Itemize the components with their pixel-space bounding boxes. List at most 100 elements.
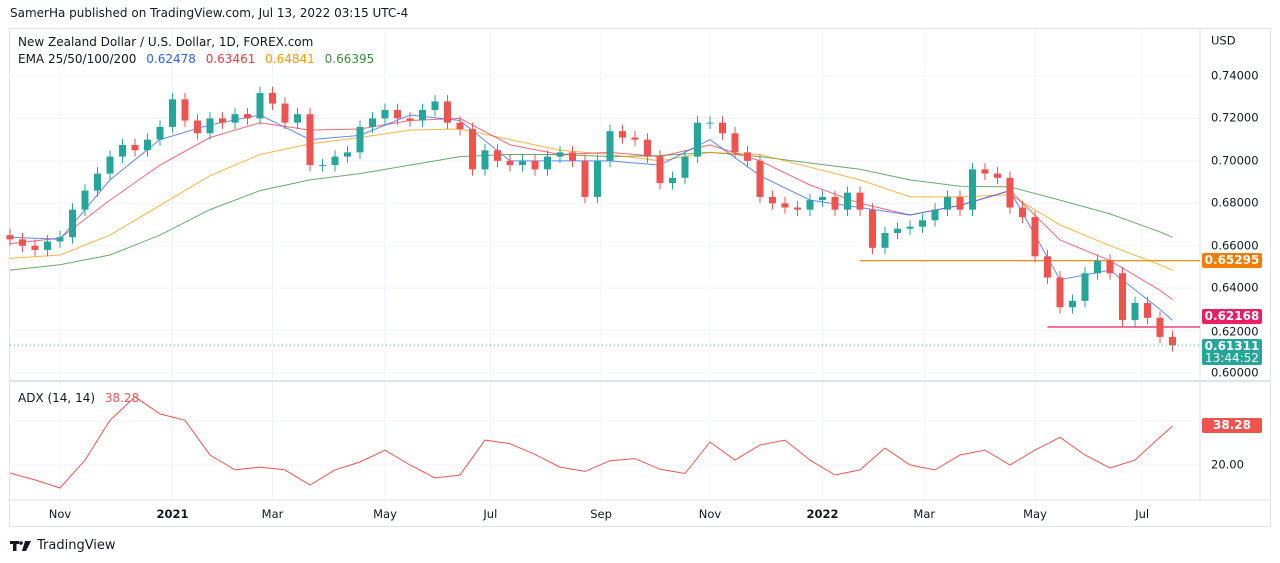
candle-body — [206, 118, 214, 134]
candle-body — [1106, 260, 1114, 274]
candle-body — [681, 156, 689, 178]
candle-body — [119, 144, 126, 157]
candle-body — [769, 196, 776, 204]
candle-body — [19, 239, 26, 246]
candle-body — [1069, 300, 1076, 308]
candle-body — [1119, 273, 1126, 320]
price-tick: 0.70000 — [1211, 153, 1259, 168]
candle-body — [169, 99, 176, 127]
candle-body — [406, 118, 414, 121]
candle-body — [731, 133, 739, 153]
candle-body — [144, 139, 151, 151]
candle-body — [619, 131, 626, 138]
candle-body — [1131, 302, 1139, 320]
candle-body — [706, 122, 714, 124]
candle-body — [981, 169, 989, 174]
candle-body — [31, 245, 39, 250]
candle-body — [831, 196, 839, 210]
candle-body — [844, 192, 851, 210]
ema100-value: 0.64841 — [265, 52, 315, 66]
candle-body — [656, 156, 664, 184]
candle-body — [556, 152, 564, 157]
candle-body — [631, 137, 639, 140]
candle-body — [319, 165, 326, 167]
candle-body — [369, 118, 376, 127]
adx-tag: 38.28 — [1202, 418, 1262, 433]
level-tag-2: 0.62168 — [1202, 309, 1262, 324]
candle-body — [1044, 256, 1051, 278]
candle-body — [131, 144, 139, 151]
candle-body — [806, 200, 814, 210]
candle-body — [69, 209, 76, 238]
candle-body — [294, 114, 301, 123]
time-tick: May — [1023, 507, 1047, 521]
candle-body — [1031, 217, 1039, 257]
candle-body — [1006, 177, 1014, 208]
symbol-title: New Zealand Dollar / U.S. Dollar, 1D, FO… — [18, 35, 314, 49]
price-tick: 0.60000 — [1211, 365, 1259, 380]
candle-body — [231, 114, 239, 123]
price-tick: 0.68000 — [1211, 195, 1259, 210]
time-tick: Jul — [483, 507, 498, 521]
tradingview-logo[interactable]: TradingView — [10, 538, 116, 553]
price-tick: 0.62000 — [1211, 324, 1259, 339]
chart-frame[interactable] — [9, 28, 1271, 527]
ema200-line — [9, 151, 1173, 271]
candle-body — [506, 160, 514, 166]
candle-body — [44, 241, 51, 250]
adx-line — [9, 396, 1173, 489]
adx-tick: 20.00 — [1211, 457, 1244, 472]
ema25-line — [9, 114, 1173, 321]
candle-body — [444, 101, 451, 123]
candle-body — [156, 126, 164, 140]
candle-body — [531, 160, 539, 170]
candle-body — [669, 177, 676, 184]
candle-body — [381, 109, 389, 119]
candle-body — [469, 129, 476, 170]
price-tick: 0.74000 — [1211, 68, 1259, 83]
candle-body — [781, 203, 789, 208]
currency-label: USD — [1211, 33, 1236, 48]
candle-body — [344, 152, 351, 157]
price-tick: 0.66000 — [1211, 238, 1259, 253]
candle-body — [94, 173, 101, 191]
candle-body — [944, 196, 951, 210]
bar-countdown: 13:44:52 — [1205, 351, 1259, 365]
candle-body — [1169, 336, 1176, 346]
ema100-line — [9, 128, 1173, 271]
candle-body — [306, 114, 314, 166]
candle-body — [106, 156, 114, 174]
time-tick: Nov — [48, 507, 72, 521]
candle-body — [969, 169, 976, 210]
time-tick: 2022 — [806, 507, 839, 521]
candle-body — [181, 99, 189, 121]
ema50-line — [9, 117, 1173, 301]
time-tick: Nov — [698, 507, 722, 521]
candle-body — [419, 109, 426, 121]
price-tick: 0.72000 — [1211, 110, 1259, 125]
candle-body — [519, 160, 526, 166]
candle-body — [456, 122, 464, 130]
price-tick: 0.64000 — [1211, 280, 1259, 295]
candle-body — [581, 160, 589, 197]
candle-body — [431, 101, 439, 110]
candle-body — [1019, 207, 1026, 218]
candle-body — [694, 122, 701, 157]
candle-body — [81, 190, 89, 210]
adx-legend[interactable]: ADX (14, 14) 38.28 — [18, 391, 145, 405]
candle-body — [1156, 317, 1164, 337]
ema-legend[interactable]: EMA 25/50/100/200 0.62478 0.63461 0.6484… — [18, 52, 380, 66]
candle-body — [194, 120, 201, 134]
last-price-tag: 0.61311 13:44:52 — [1202, 339, 1262, 365]
candle-body — [819, 196, 826, 201]
candle-body — [906, 226, 914, 229]
candle-body — [481, 150, 489, 170]
candle-body — [719, 122, 726, 134]
ema-label: EMA 25/50/100/200 — [18, 52, 137, 66]
candle-body — [744, 152, 751, 161]
tradingview-logo-icon — [10, 540, 31, 551]
published-info: SamerHa published on TradingView.com, Ju… — [10, 6, 409, 20]
candle-body — [394, 109, 401, 119]
candle-body — [569, 152, 576, 161]
